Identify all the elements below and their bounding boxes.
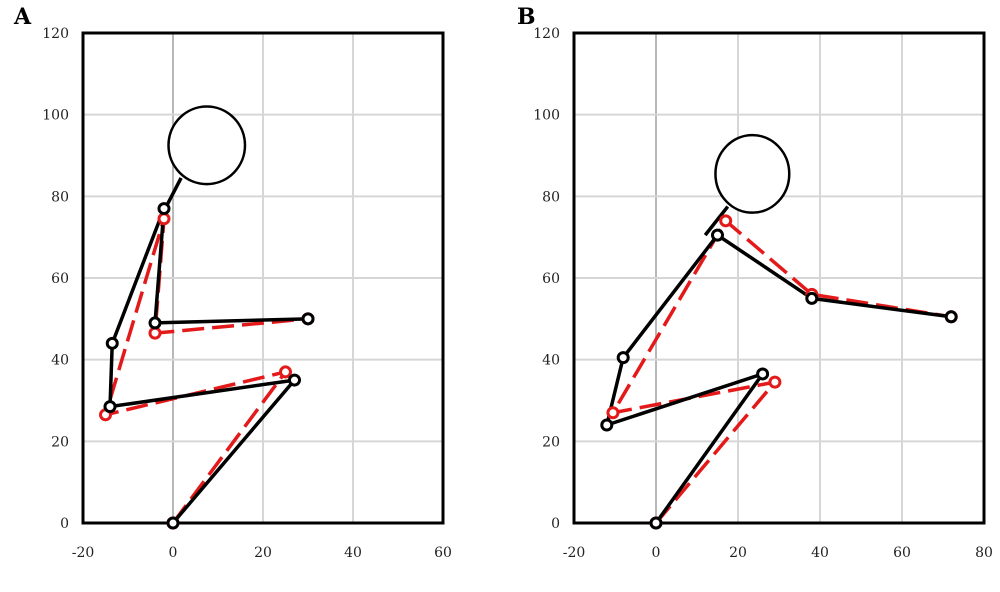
solid-joint-marker	[711, 228, 724, 242]
y-tick-label: 120	[42, 26, 69, 42]
dashed-joint-marker	[606, 406, 620, 420]
y-tick-label: 0	[60, 516, 69, 532]
solid-joint-marker	[105, 336, 119, 350]
solid-joint-marker	[148, 316, 162, 330]
neck-line	[703, 205, 730, 237]
plot-frame	[572, 31, 986, 525]
solid-series-line	[108, 206, 309, 525]
solid-joint-marker	[805, 291, 819, 305]
y-tick-label: 60	[51, 271, 69, 287]
dashed-series-line	[611, 219, 952, 525]
x-tick-label: -20	[563, 545, 586, 561]
solid-joint-marker	[616, 351, 630, 365]
solid-joint-marker	[103, 400, 117, 414]
solid-joint-marker	[649, 516, 663, 530]
solid-joint-marker	[301, 312, 315, 326]
neck-line	[164, 177, 183, 208]
x-tick-label: -20	[72, 545, 95, 561]
panel-label: A	[13, 4, 32, 30]
panel-label: B	[517, 4, 536, 30]
x-tick-label: 0	[169, 545, 178, 561]
y-tick-label: 60	[542, 271, 560, 287]
y-tick-label: 40	[51, 353, 69, 369]
dashed-joint-marker	[148, 326, 162, 340]
x-tick-label: 60	[893, 545, 911, 561]
y-tick-label: 20	[51, 434, 69, 450]
y-tick-label: 20	[542, 434, 560, 450]
y-tick-label: 40	[542, 353, 560, 369]
solid-joint-marker	[944, 310, 958, 324]
solid-joint-marker	[166, 516, 180, 530]
y-tick-label: 100	[533, 108, 560, 124]
solid-joint-marker	[600, 418, 614, 432]
x-tick-label: 40	[811, 545, 829, 561]
dashed-joint-marker	[279, 365, 292, 379]
solid-joint-marker	[288, 373, 301, 387]
y-tick-label: 120	[533, 26, 560, 42]
dashed-series-line	[103, 217, 309, 525]
x-tick-label: 20	[729, 545, 747, 561]
solid-joint-marker	[756, 367, 770, 381]
x-tick-label: 80	[975, 545, 993, 561]
dashed-joint-marker	[157, 212, 171, 226]
y-tick-label: 80	[51, 189, 69, 205]
head-circle	[714, 133, 791, 214]
x-tick-label: 20	[254, 545, 272, 561]
plot-frame	[81, 31, 445, 525]
x-tick-label: 0	[652, 545, 661, 561]
y-tick-label: 100	[42, 108, 69, 124]
solid-joint-marker	[157, 202, 171, 216]
x-tick-label: 40	[344, 545, 362, 561]
head-circle	[167, 105, 247, 186]
dashed-joint-marker	[768, 375, 782, 389]
x-tick-label: 60	[434, 545, 452, 561]
y-tick-label: 80	[542, 189, 560, 205]
dashed-joint-marker	[719, 214, 733, 228]
y-tick-label: 0	[551, 516, 560, 532]
